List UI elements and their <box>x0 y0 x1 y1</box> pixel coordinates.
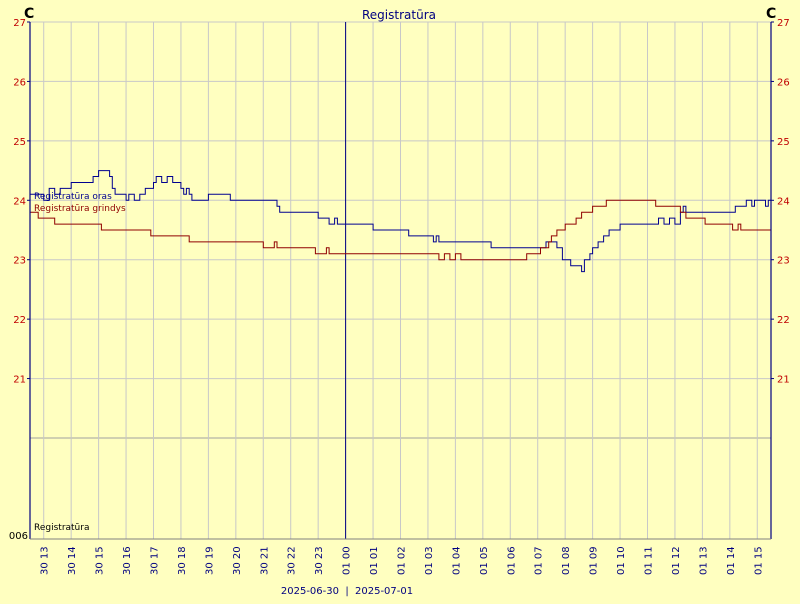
x-tick-label-9: 30 22 <box>287 546 298 575</box>
y-tick-left-2: 23 <box>13 256 26 267</box>
y-tick-right-0: 21 <box>777 375 790 386</box>
y-tick-left-3: 24 <box>13 196 26 207</box>
x-tick-label-2: 30 15 <box>95 546 106 575</box>
x-tick-label-4: 30 17 <box>150 546 161 575</box>
x-tick-label-16: 01 05 <box>479 546 490 575</box>
x-tick-label-14: 01 03 <box>424 546 435 575</box>
legend-series-1: Registratūra oras <box>34 192 112 202</box>
x-tick-label-15: 01 04 <box>451 546 462 575</box>
series-line-1 <box>30 170 771 273</box>
y-tick-right-2: 23 <box>777 256 790 267</box>
x-tick-label-26: 01 15 <box>753 546 764 575</box>
y-tick-right-3: 24 <box>777 196 790 207</box>
x-tick-label-18: 01 07 <box>534 546 545 575</box>
x-tick-label-0: 30 13 <box>40 546 51 575</box>
series-line-2 <box>30 199 771 261</box>
x-tick-label-19: 01 08 <box>561 546 572 575</box>
x-tick-label-3: 30 16 <box>122 546 133 575</box>
x-tick-label-22: 01 11 <box>644 546 655 575</box>
x-tick-label-21: 01 10 <box>616 546 627 575</box>
y-tick-right-1: 22 <box>777 315 790 326</box>
bottom-panel-label: Registratūra <box>34 523 89 533</box>
date-separator: | <box>345 586 348 597</box>
x-tick-label-20: 01 09 <box>589 546 600 575</box>
x-tick-label-10: 30 23 <box>314 546 325 575</box>
bottom-panel-value: 006 <box>9 531 28 542</box>
y-tick-left-6: 27 <box>13 18 26 29</box>
x-tick-label-25: 01 14 <box>726 546 737 575</box>
labels: 21 21 22 22 23 23 24 24 25 25 26 26 27 27 30 13 30 14 30… <box>13 18 789 575</box>
x-tick-label-11: 01 00 <box>342 546 353 575</box>
axes <box>27 21 774 540</box>
y-tick-left-4: 25 <box>13 137 26 148</box>
left-unit-label: C <box>24 6 34 22</box>
x-tick-label-8: 30 21 <box>259 546 270 575</box>
x-tick-label-23: 01 12 <box>671 546 682 575</box>
y-tick-right-4: 25 <box>777 137 790 148</box>
x-tick-label-1: 30 14 <box>67 546 78 575</box>
y-tick-right-6: 27 <box>777 18 790 29</box>
y-tick-left-5: 26 <box>13 77 26 88</box>
legend-series-2: Registratūra grindys <box>34 204 126 214</box>
x-tick-label-7: 30 20 <box>232 546 243 575</box>
chart-title: Registratūra <box>362 8 436 22</box>
series-layer <box>30 170 771 273</box>
x-tick-label-5: 30 18 <box>177 546 188 575</box>
date-label-left: 2025-06-30 <box>281 586 339 597</box>
x-tick-label-13: 01 02 <box>397 546 408 575</box>
y-tick-left-1: 22 <box>13 315 26 326</box>
y-tick-right-5: 26 <box>777 77 790 88</box>
x-tick-label-12: 01 01 <box>369 546 380 575</box>
x-tick-label-17: 01 06 <box>506 546 517 575</box>
x-tick-label-6: 30 19 <box>204 546 215 575</box>
x-tick-label-24: 01 13 <box>698 546 709 575</box>
y-tick-left-0: 21 <box>13 375 26 386</box>
date-label-right: 2025-07-01 <box>355 586 413 597</box>
right-unit-label: C <box>766 6 776 22</box>
